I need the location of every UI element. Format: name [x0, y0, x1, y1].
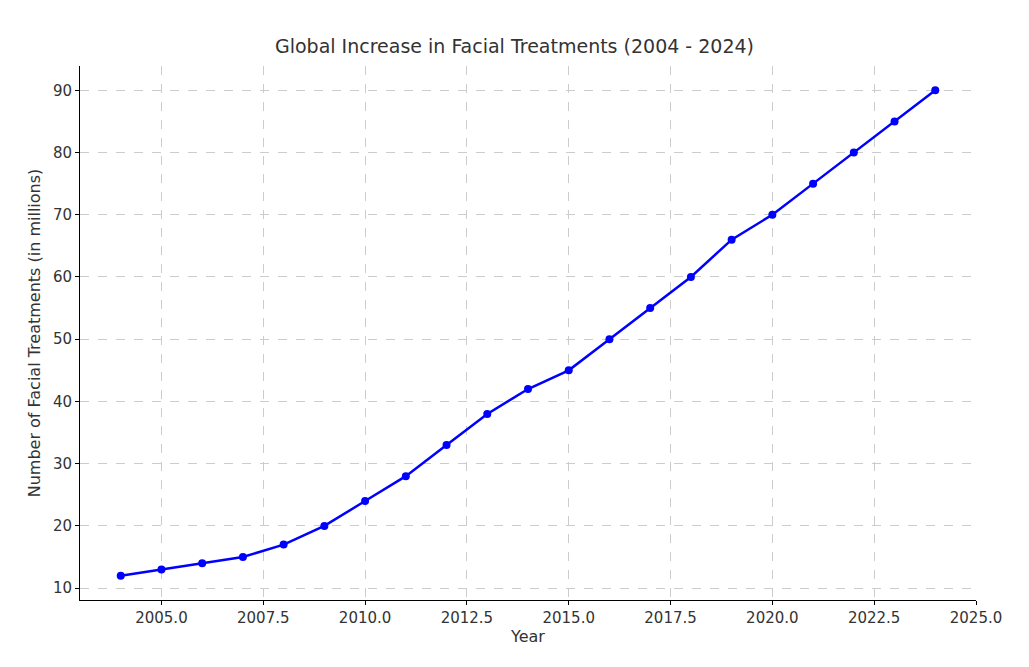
svg-text:10: 10	[53, 579, 72, 597]
svg-text:2007.5: 2007.5	[237, 609, 290, 627]
svg-text:Number of Facial Treatments (i: Number of Facial Treatments (in millions…	[25, 169, 44, 498]
svg-text:90: 90	[53, 82, 72, 100]
svg-text:2020.0: 2020.0	[746, 609, 799, 627]
svg-text:2025.0: 2025.0	[950, 609, 1003, 627]
svg-text:40: 40	[53, 393, 72, 411]
svg-text:20: 20	[53, 517, 72, 535]
svg-text:2012.5: 2012.5	[441, 609, 494, 627]
svg-text:2017.5: 2017.5	[644, 609, 697, 627]
svg-text:60: 60	[53, 268, 72, 286]
svg-text:30: 30	[53, 455, 72, 473]
svg-text:80: 80	[53, 144, 72, 162]
svg-text:Year: Year	[510, 627, 545, 646]
svg-text:2022.5: 2022.5	[848, 609, 901, 627]
svg-text:Global Increase in Facial Trea: Global Increase in Facial Treatments (20…	[275, 35, 754, 57]
svg-text:2005.0: 2005.0	[135, 609, 188, 627]
svg-text:50: 50	[53, 330, 72, 348]
svg-text:2015.0: 2015.0	[542, 609, 595, 627]
svg-text:2010.0: 2010.0	[339, 609, 392, 627]
svg-text:70: 70	[53, 206, 72, 224]
